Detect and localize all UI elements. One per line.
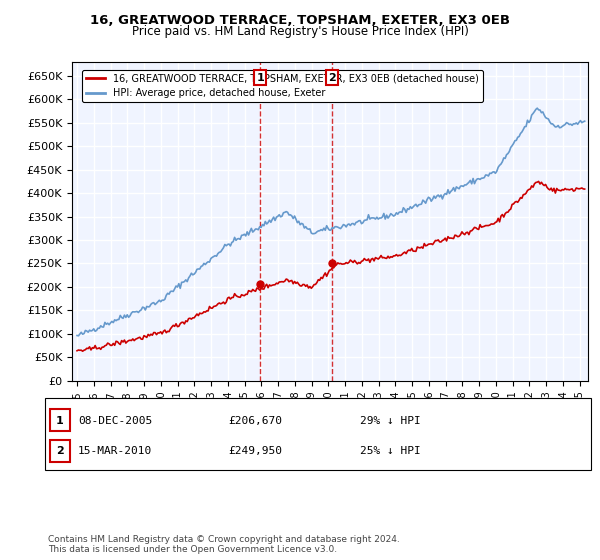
- Text: 1: 1: [256, 73, 264, 82]
- Text: 2: 2: [328, 73, 336, 82]
- Text: 29% ↓ HPI: 29% ↓ HPI: [360, 416, 421, 426]
- Text: 1: 1: [56, 416, 64, 426]
- Text: 2: 2: [56, 446, 64, 456]
- Text: 16, GREATWOOD TERRACE, TOPSHAM, EXETER, EX3 0EB: 16, GREATWOOD TERRACE, TOPSHAM, EXETER, …: [90, 14, 510, 27]
- Text: Contains HM Land Registry data © Crown copyright and database right 2024.
This d: Contains HM Land Registry data © Crown c…: [48, 535, 400, 554]
- Legend: 16, GREATWOOD TERRACE, TOPSHAM, EXETER, EX3 0EB (detached house), HPI: Average p: 16, GREATWOOD TERRACE, TOPSHAM, EXETER, …: [82, 69, 483, 102]
- Text: 08-DEC-2005: 08-DEC-2005: [78, 416, 152, 426]
- Text: 25% ↓ HPI: 25% ↓ HPI: [360, 446, 421, 456]
- Text: £249,950: £249,950: [228, 446, 282, 456]
- Text: £206,670: £206,670: [228, 416, 282, 426]
- Text: 15-MAR-2010: 15-MAR-2010: [78, 446, 152, 456]
- Text: Price paid vs. HM Land Registry's House Price Index (HPI): Price paid vs. HM Land Registry's House …: [131, 25, 469, 38]
